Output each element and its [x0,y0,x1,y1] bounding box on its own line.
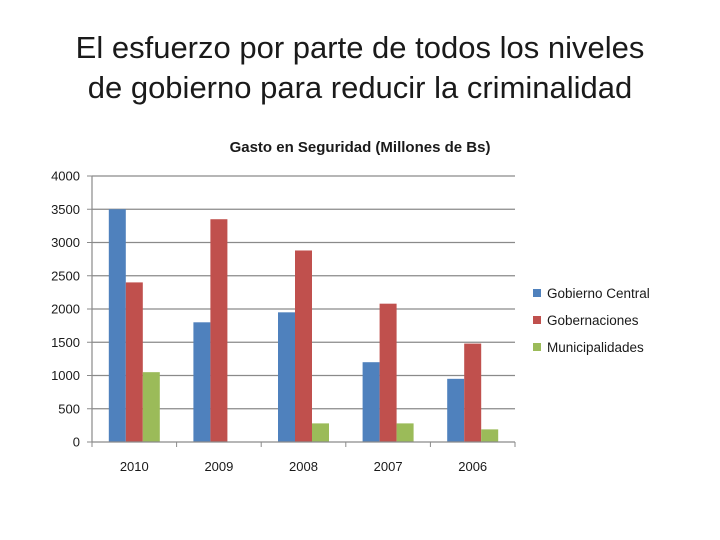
x-tick-label: 2009 [204,459,233,474]
bar [210,219,228,442]
slide-title: El esfuerzo por parte de todos los nivel… [20,28,700,108]
y-tick-label: 4000 [51,169,80,184]
bar [481,429,499,442]
y-tick-label: 1000 [51,368,80,383]
legend-swatch [533,343,541,351]
bar [142,372,160,442]
axes [91,176,515,443]
y-axis-ticks: 0 500 1000 1500 2000 2500 3000 3500 4000 [51,169,92,450]
bar [108,209,126,442]
bar [295,250,312,442]
y-tick-label: 500 [58,401,80,416]
y-tick-label: 0 [73,435,80,450]
x-tick-label: 2006 [458,459,487,474]
y-tick-label: 3000 [51,235,80,250]
y-tick-label: 2500 [51,268,80,283]
y-tick-label: 2000 [51,302,80,317]
legend-label: Gobierno Central [547,286,650,301]
legend-swatch [533,289,541,297]
x-tick-label: 2010 [120,459,149,474]
legend-swatch [533,316,541,324]
bar [312,423,329,442]
bar [362,362,380,442]
slide-title-line-2: de gobierno para reducir la criminalidad [87,70,633,105]
x-axis-ticks: 2010 2009 2008 2007 2006 [91,442,516,474]
x-tick-label: 2007 [374,459,403,474]
bar [379,303,397,442]
chart-title: Gasto en Seguridad (Millones de Bs) [230,139,491,156]
bar [396,423,414,442]
bar [193,322,211,442]
bar [447,378,465,442]
y-tick-label: 1500 [51,335,80,350]
legend-label: Gobernaciones [547,313,639,328]
bar [125,282,143,442]
y-tick-label: 3500 [51,202,80,217]
legend: Gobierno Central Gobernaciones Municipalid… [533,286,650,355]
bars [108,209,499,442]
bar [464,343,482,442]
x-tick-label: 2008 [289,459,318,474]
bar [278,312,295,442]
slide-title-line-1: El esfuerzo por parte de todos los nivel… [75,30,645,65]
legend-label: Municipalidades [547,340,644,355]
